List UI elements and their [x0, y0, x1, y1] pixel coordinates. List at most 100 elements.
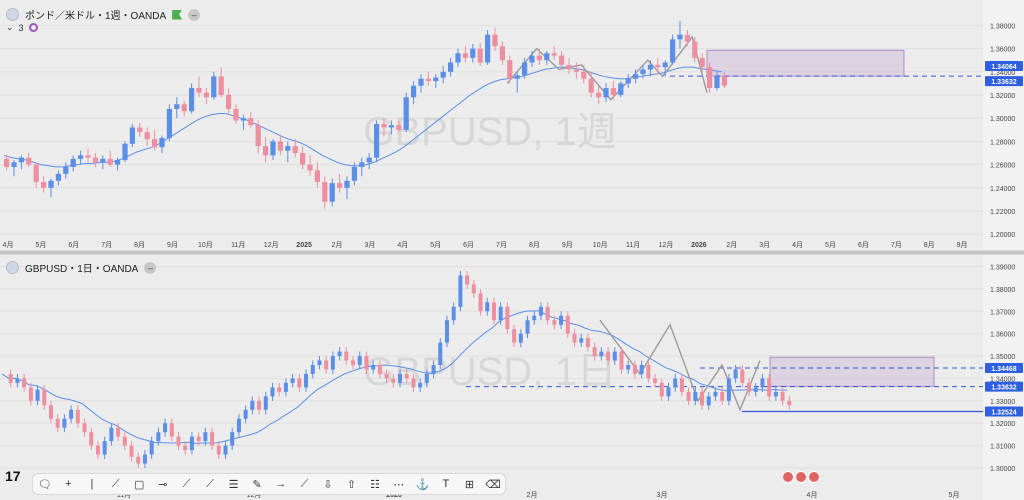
- candle-body[interactable]: [596, 92, 602, 98]
- candle-body[interactable]: [22, 378, 27, 388]
- candle-body[interactable]: [448, 62, 454, 72]
- candle-body[interactable]: [492, 34, 498, 47]
- candle-body[interactable]: [11, 162, 17, 167]
- candle-body[interactable]: [391, 378, 396, 383]
- candle-body[interactable]: [498, 306, 503, 321]
- candle-body[interactable]: [512, 329, 517, 343]
- candle-body[interactable]: [277, 141, 283, 151]
- candle-body[interactable]: [720, 391, 725, 401]
- candle-body[interactable]: [351, 360, 356, 365]
- candle-body[interactable]: [357, 356, 362, 365]
- candle-body[interactable]: [144, 132, 150, 140]
- rectangle-tool-icon[interactable]: ▢: [133, 478, 145, 491]
- candle-body[interactable]: [359, 162, 365, 167]
- candle-body[interactable]: [700, 391, 705, 406]
- candle-body[interactable]: [70, 158, 76, 167]
- candle-body[interactable]: [647, 64, 653, 70]
- candle-body[interactable]: [740, 369, 745, 383]
- candle-body[interactable]: [522, 62, 528, 76]
- candle-body[interactable]: [236, 418, 241, 433]
- candle-body[interactable]: [15, 378, 20, 383]
- candle-body[interactable]: [592, 347, 597, 357]
- candle-body[interactable]: [646, 365, 651, 379]
- candle-body[interactable]: [233, 108, 239, 121]
- candle-body[interactable]: [532, 315, 537, 321]
- candle-body[interactable]: [377, 365, 382, 374]
- candle-body[interactable]: [424, 373, 429, 383]
- candle-body[interactable]: [398, 373, 402, 383]
- candle-body[interactable]: [329, 183, 335, 202]
- candle-body[interactable]: [767, 378, 772, 397]
- candle-body[interactable]: [374, 124, 380, 158]
- candle-body[interactable]: [41, 182, 47, 188]
- grid-tool-icon[interactable]: ⊞: [464, 478, 475, 491]
- candle-body[interactable]: [203, 92, 209, 98]
- candle-body[interactable]: [230, 432, 235, 446]
- candle-body[interactable]: [149, 441, 154, 455]
- candle-body[interactable]: [559, 315, 564, 325]
- vertical-line-tool-icon[interactable]: |: [90, 478, 94, 490]
- candle-body[interactable]: [686, 391, 691, 401]
- candle-body[interactable]: [706, 396, 711, 406]
- candle-body[interactable]: [747, 382, 752, 392]
- candle-body[interactable]: [218, 76, 224, 95]
- candle-body[interactable]: [142, 454, 147, 464]
- candle-body[interactable]: [176, 436, 181, 446]
- candle-body[interactable]: [371, 365, 376, 370]
- candle-body[interactable]: [470, 48, 476, 58]
- candle-body[interactable]: [257, 400, 262, 410]
- top-pane-title[interactable]: ポンド／米ドル・1週・OANDA: [25, 11, 167, 22]
- candle-body[interactable]: [440, 71, 446, 78]
- candle-body[interactable]: [152, 139, 158, 148]
- candle-body[interactable]: [573, 69, 579, 72]
- candle-body[interactable]: [290, 378, 295, 383]
- candle-body[interactable]: [181, 104, 187, 112]
- arrow-tool-icon[interactable]: →: [275, 478, 287, 490]
- indicators-toggle[interactable]: ⌄ 3: [6, 22, 38, 33]
- event-flag-icon[interactable]: [782, 471, 794, 483]
- candle-body[interactable]: [491, 302, 496, 321]
- candle-body[interactable]: [136, 456, 141, 464]
- candle-body[interactable]: [545, 306, 550, 321]
- candle-body[interactable]: [659, 382, 664, 397]
- crosshair-tool-icon[interactable]: +: [65, 478, 72, 490]
- supply-zone[interactable]: [769, 356, 935, 387]
- candle-body[interactable]: [211, 76, 217, 98]
- candle-body[interactable]: [300, 153, 306, 165]
- candle-body[interactable]: [277, 387, 282, 392]
- candle-body[interactable]: [485, 34, 491, 63]
- candle-body[interactable]: [169, 423, 174, 437]
- candle-body[interactable]: [85, 155, 91, 158]
- candle-body[interactable]: [314, 170, 320, 182]
- candle-body[interactable]: [572, 333, 577, 343]
- brush-tool-icon[interactable]: ✎: [252, 478, 262, 491]
- candle-body[interactable]: [444, 320, 449, 343]
- tradingview-logo-icon[interactable]: 17: [5, 468, 21, 484]
- candle-body[interactable]: [455, 53, 461, 63]
- candle-body[interactable]: [418, 382, 423, 388]
- candle-body[interactable]: [619, 351, 624, 370]
- candle-body[interactable]: [270, 141, 276, 156]
- candle-body[interactable]: [384, 373, 389, 379]
- up-arrow-tool-icon[interactable]: ⇧: [346, 478, 357, 491]
- candle-body[interactable]: [63, 166, 69, 174]
- candle-body[interactable]: [107, 158, 113, 165]
- candle-body[interactable]: [159, 137, 165, 148]
- candle-body[interactable]: [679, 378, 684, 392]
- candle-body[interactable]: [425, 78, 431, 82]
- candle-body[interactable]: [307, 164, 313, 171]
- candle-body[interactable]: [418, 78, 424, 86]
- candle-body[interactable]: [692, 41, 698, 58]
- candle-body[interactable]: [753, 387, 758, 392]
- candle-body[interactable]: [324, 360, 329, 370]
- candle-body[interactable]: [411, 378, 416, 388]
- candle-body[interactable]: [35, 389, 40, 401]
- more-menu-icon[interactable]: –: [144, 261, 157, 274]
- candle-body[interactable]: [505, 306, 510, 330]
- candle-body[interactable]: [203, 432, 208, 442]
- trend-line-tool-icon[interactable]: ⟋: [182, 477, 191, 490]
- candle-body[interactable]: [670, 39, 676, 63]
- candle-body[interactable]: [337, 183, 343, 188]
- candle-body[interactable]: [322, 182, 328, 202]
- bottom-price-axis[interactable]: [983, 255, 1024, 500]
